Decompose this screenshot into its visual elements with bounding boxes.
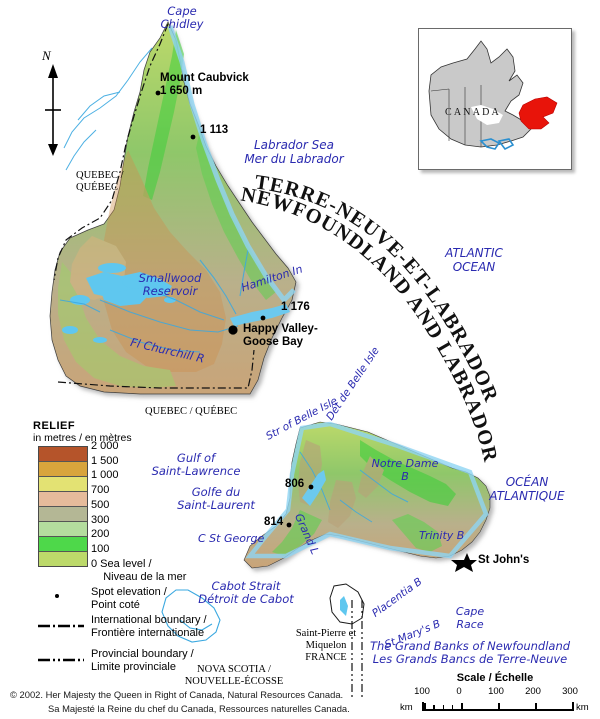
scale-subtick-2 — [442, 705, 444, 709]
canada-inset-svg: CANADA — [419, 29, 569, 167]
legend-spot-elevation-text: Spot elevation / Point coté — [91, 586, 167, 612]
legend-provincial-boundary-text: Provincial boundary / Limite provinciale — [91, 648, 194, 674]
provincial-boundary-line — [57, 349, 255, 389]
legend-swatch-column — [38, 446, 88, 567]
legend-subtitle: in metres / en mètres — [33, 432, 132, 444]
scale-tick-3 — [535, 703, 537, 709]
legend-swatch-1500 — [39, 462, 87, 477]
scale-label-1: 0 — [456, 686, 462, 697]
labrador-rivers — [59, 249, 249, 353]
scale-bar-track — [422, 702, 574, 711]
scale-subtick-1 — [433, 705, 435, 709]
legend-swatch-100 — [39, 552, 87, 566]
scale-tick-2 — [498, 703, 500, 709]
scale-unit-right: km — [576, 702, 589, 713]
legend-international-boundary-text: International boundary / Frontière inter… — [91, 614, 207, 640]
copyright-line-2: Sa Majesté la Reine du chef du Canada, R… — [48, 703, 350, 715]
compass-north-label: N — [42, 48, 51, 63]
scale-label-0: 100 — [414, 686, 430, 697]
newfoundland-highlight — [518, 96, 558, 130]
copyright-block: © 2002. Her Majesty the Queen in Right o… — [10, 688, 350, 716]
legend-tick-100: 100 — [91, 542, 110, 555]
scale-tick-1 — [461, 703, 463, 709]
st-johns-star — [451, 553, 477, 572]
labrador-coastal-fringe — [167, 25, 296, 304]
nova-scotia-outline — [161, 589, 221, 643]
compass-arrow-icon — [45, 64, 61, 156]
legend-tick-200: 200 — [91, 528, 110, 541]
hudson-bay — [471, 105, 503, 125]
legend-title: RELIEF — [33, 420, 76, 432]
legend-tick-1000: 1 000 — [91, 469, 119, 482]
canada-inset-label: CANADA — [445, 107, 501, 118]
france-boundary-line — [351, 600, 363, 700]
legend-spot-dot-icon — [55, 594, 59, 598]
legend-swatch-500 — [39, 507, 87, 522]
scale-subtick-3 — [451, 705, 454, 709]
scale-tick-0 — [424, 703, 426, 709]
newfoundland-relief-shading — [272, 440, 456, 556]
great-lakes — [479, 138, 515, 151]
scale-tick-4 — [572, 703, 574, 709]
legend-tick-1500: 1 500 — [91, 454, 119, 467]
newfoundland-coastal-fringe — [245, 421, 489, 559]
scale-label-4: 300 — [562, 686, 578, 697]
scale-label-2: 100 — [488, 686, 504, 697]
legend-tick-500: 500 — [91, 498, 110, 511]
legend-swatch-1000 — [39, 477, 87, 492]
quebec-rivers — [63, 47, 153, 171]
international-boundary-line — [53, 23, 169, 281]
scale-title: Scale / Échelle — [456, 672, 534, 684]
copyright-line-1: © 2002. Her Majesty the Queen in Right o… — [10, 689, 344, 700]
legend-swatch-300 — [39, 522, 87, 537]
legend-swatch-200 — [39, 537, 87, 552]
scale-bar: Scale / Échelle km km 100 0 100 200 300 — [400, 672, 590, 713]
compass-rose: N — [40, 48, 66, 158]
legend-provincial-line-icon — [38, 652, 84, 662]
spot-elevation-dots — [155, 90, 314, 528]
legend-swatch-2000 — [39, 447, 87, 462]
happy-valley-city-dot — [228, 325, 238, 335]
legend-international-line-icon — [38, 618, 84, 628]
miquelon-water — [340, 596, 348, 616]
legend-tick-700: 700 — [91, 484, 110, 497]
lake-melville — [230, 304, 290, 326]
legend-tick-2000: 2 000 — [91, 440, 119, 452]
legend-sea-level: 0 Sea level / Niveau de la mer — [91, 558, 187, 584]
grand-lake-water — [302, 470, 326, 506]
canada-locator-inset: CANADA — [418, 28, 572, 170]
relief-legend: RELIEF in metres / en mètres 2 000 1 500 1… — [33, 420, 243, 673]
canada-province-borders — [430, 85, 482, 147]
scale-label-3: 200 — [525, 686, 541, 697]
legend-swatch-700 — [39, 492, 87, 507]
labrador-lakes — [62, 263, 176, 343]
scale-unit-left: km — [400, 702, 413, 713]
legend-tick-300: 300 — [91, 513, 110, 526]
saint-pierre-miquelon-outline — [329, 583, 365, 625]
